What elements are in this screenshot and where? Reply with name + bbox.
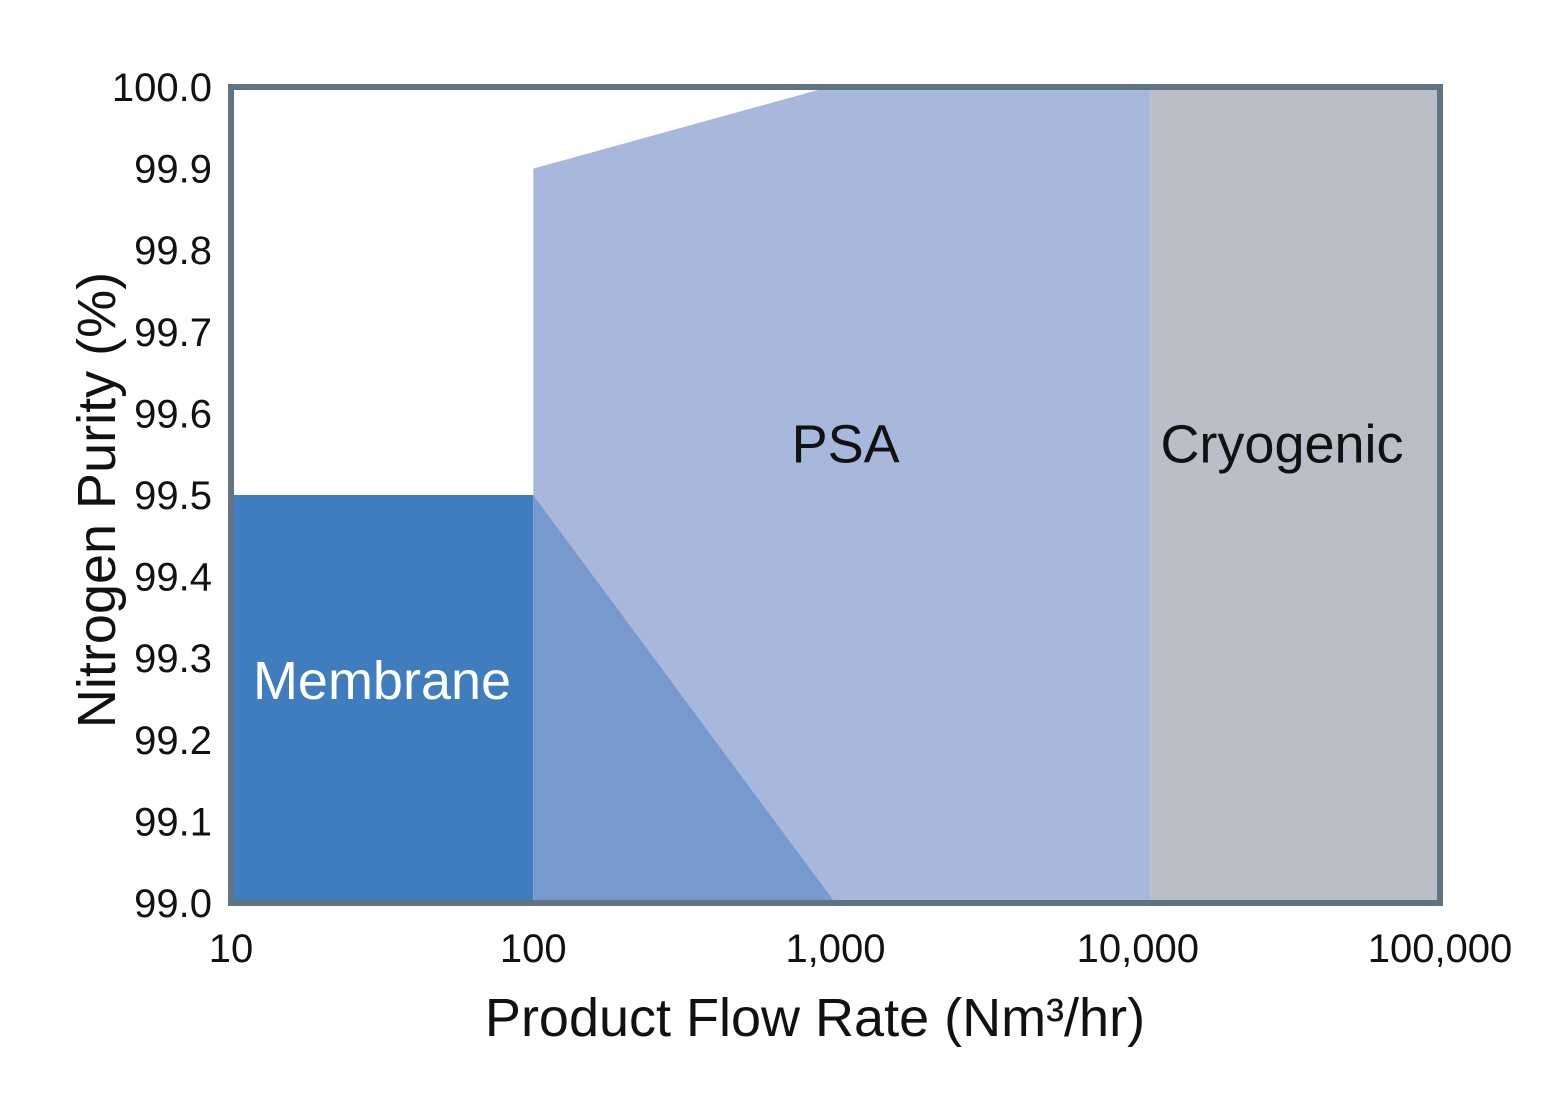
region-cryogenic — [1150, 87, 1440, 903]
y-axis-title: Nitrogen Purity (%) — [67, 272, 127, 728]
y-tick-label: 99.2 — [134, 719, 212, 763]
y-tick-label: 99.8 — [134, 229, 212, 273]
region-psa — [533, 87, 1151, 903]
y-tick-label: 100.0 — [112, 66, 212, 110]
region-membrane-psa-overlap — [533, 495, 836, 903]
region-labels-layer: Cryogenic PSA Membrane — [253, 414, 1404, 711]
x-tick-label: 10 — [209, 927, 254, 971]
y-tick-label: 99.3 — [134, 637, 212, 681]
region-label-psa: PSA — [792, 414, 900, 474]
y-tick-label: 99.0 — [134, 882, 212, 926]
x-tick-label: 1,000 — [785, 927, 885, 971]
x-tick-label: 10,000 — [1077, 927, 1199, 971]
y-tick-label: 99.6 — [134, 392, 212, 436]
x-axis-title: Product Flow Rate (Nm³/hr) — [485, 988, 1145, 1048]
overlap-layer — [533, 495, 836, 903]
region-label-membrane: Membrane — [253, 651, 511, 711]
y-tick-label: 99.7 — [134, 311, 212, 355]
plot-frame — [228, 84, 1443, 906]
x-tick-label: 100,000 — [1368, 927, 1513, 971]
y-tick-label: 99.9 — [134, 148, 212, 192]
region-membrane — [231, 495, 534, 903]
x-tick-label: 100 — [500, 927, 567, 971]
regions-layer — [231, 87, 1440, 903]
y-tick-label: 99.1 — [134, 800, 212, 844]
y-tick-label: 99.5 — [134, 474, 212, 518]
region-label-cryogenic: Cryogenic — [1160, 414, 1403, 474]
x-axis-ticks: 10 100 1,000 10,000 100,000 — [209, 927, 1513, 971]
y-tick-label: 99.4 — [134, 556, 212, 600]
y-axis-ticks: 100.0 99.9 99.8 99.7 99.6 99.5 99.4 99.3 99.2 99.… — [112, 66, 212, 926]
